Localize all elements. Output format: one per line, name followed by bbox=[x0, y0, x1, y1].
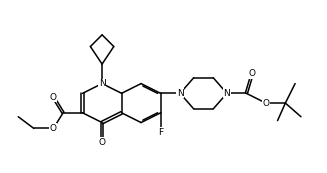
Text: O: O bbox=[262, 99, 269, 108]
Text: N: N bbox=[177, 89, 183, 98]
Text: F: F bbox=[158, 128, 163, 137]
Text: N: N bbox=[99, 79, 105, 88]
Text: O: O bbox=[249, 69, 256, 78]
Text: N: N bbox=[223, 89, 230, 98]
Text: O: O bbox=[50, 93, 57, 102]
Text: O: O bbox=[98, 138, 106, 147]
Text: O: O bbox=[50, 124, 57, 133]
